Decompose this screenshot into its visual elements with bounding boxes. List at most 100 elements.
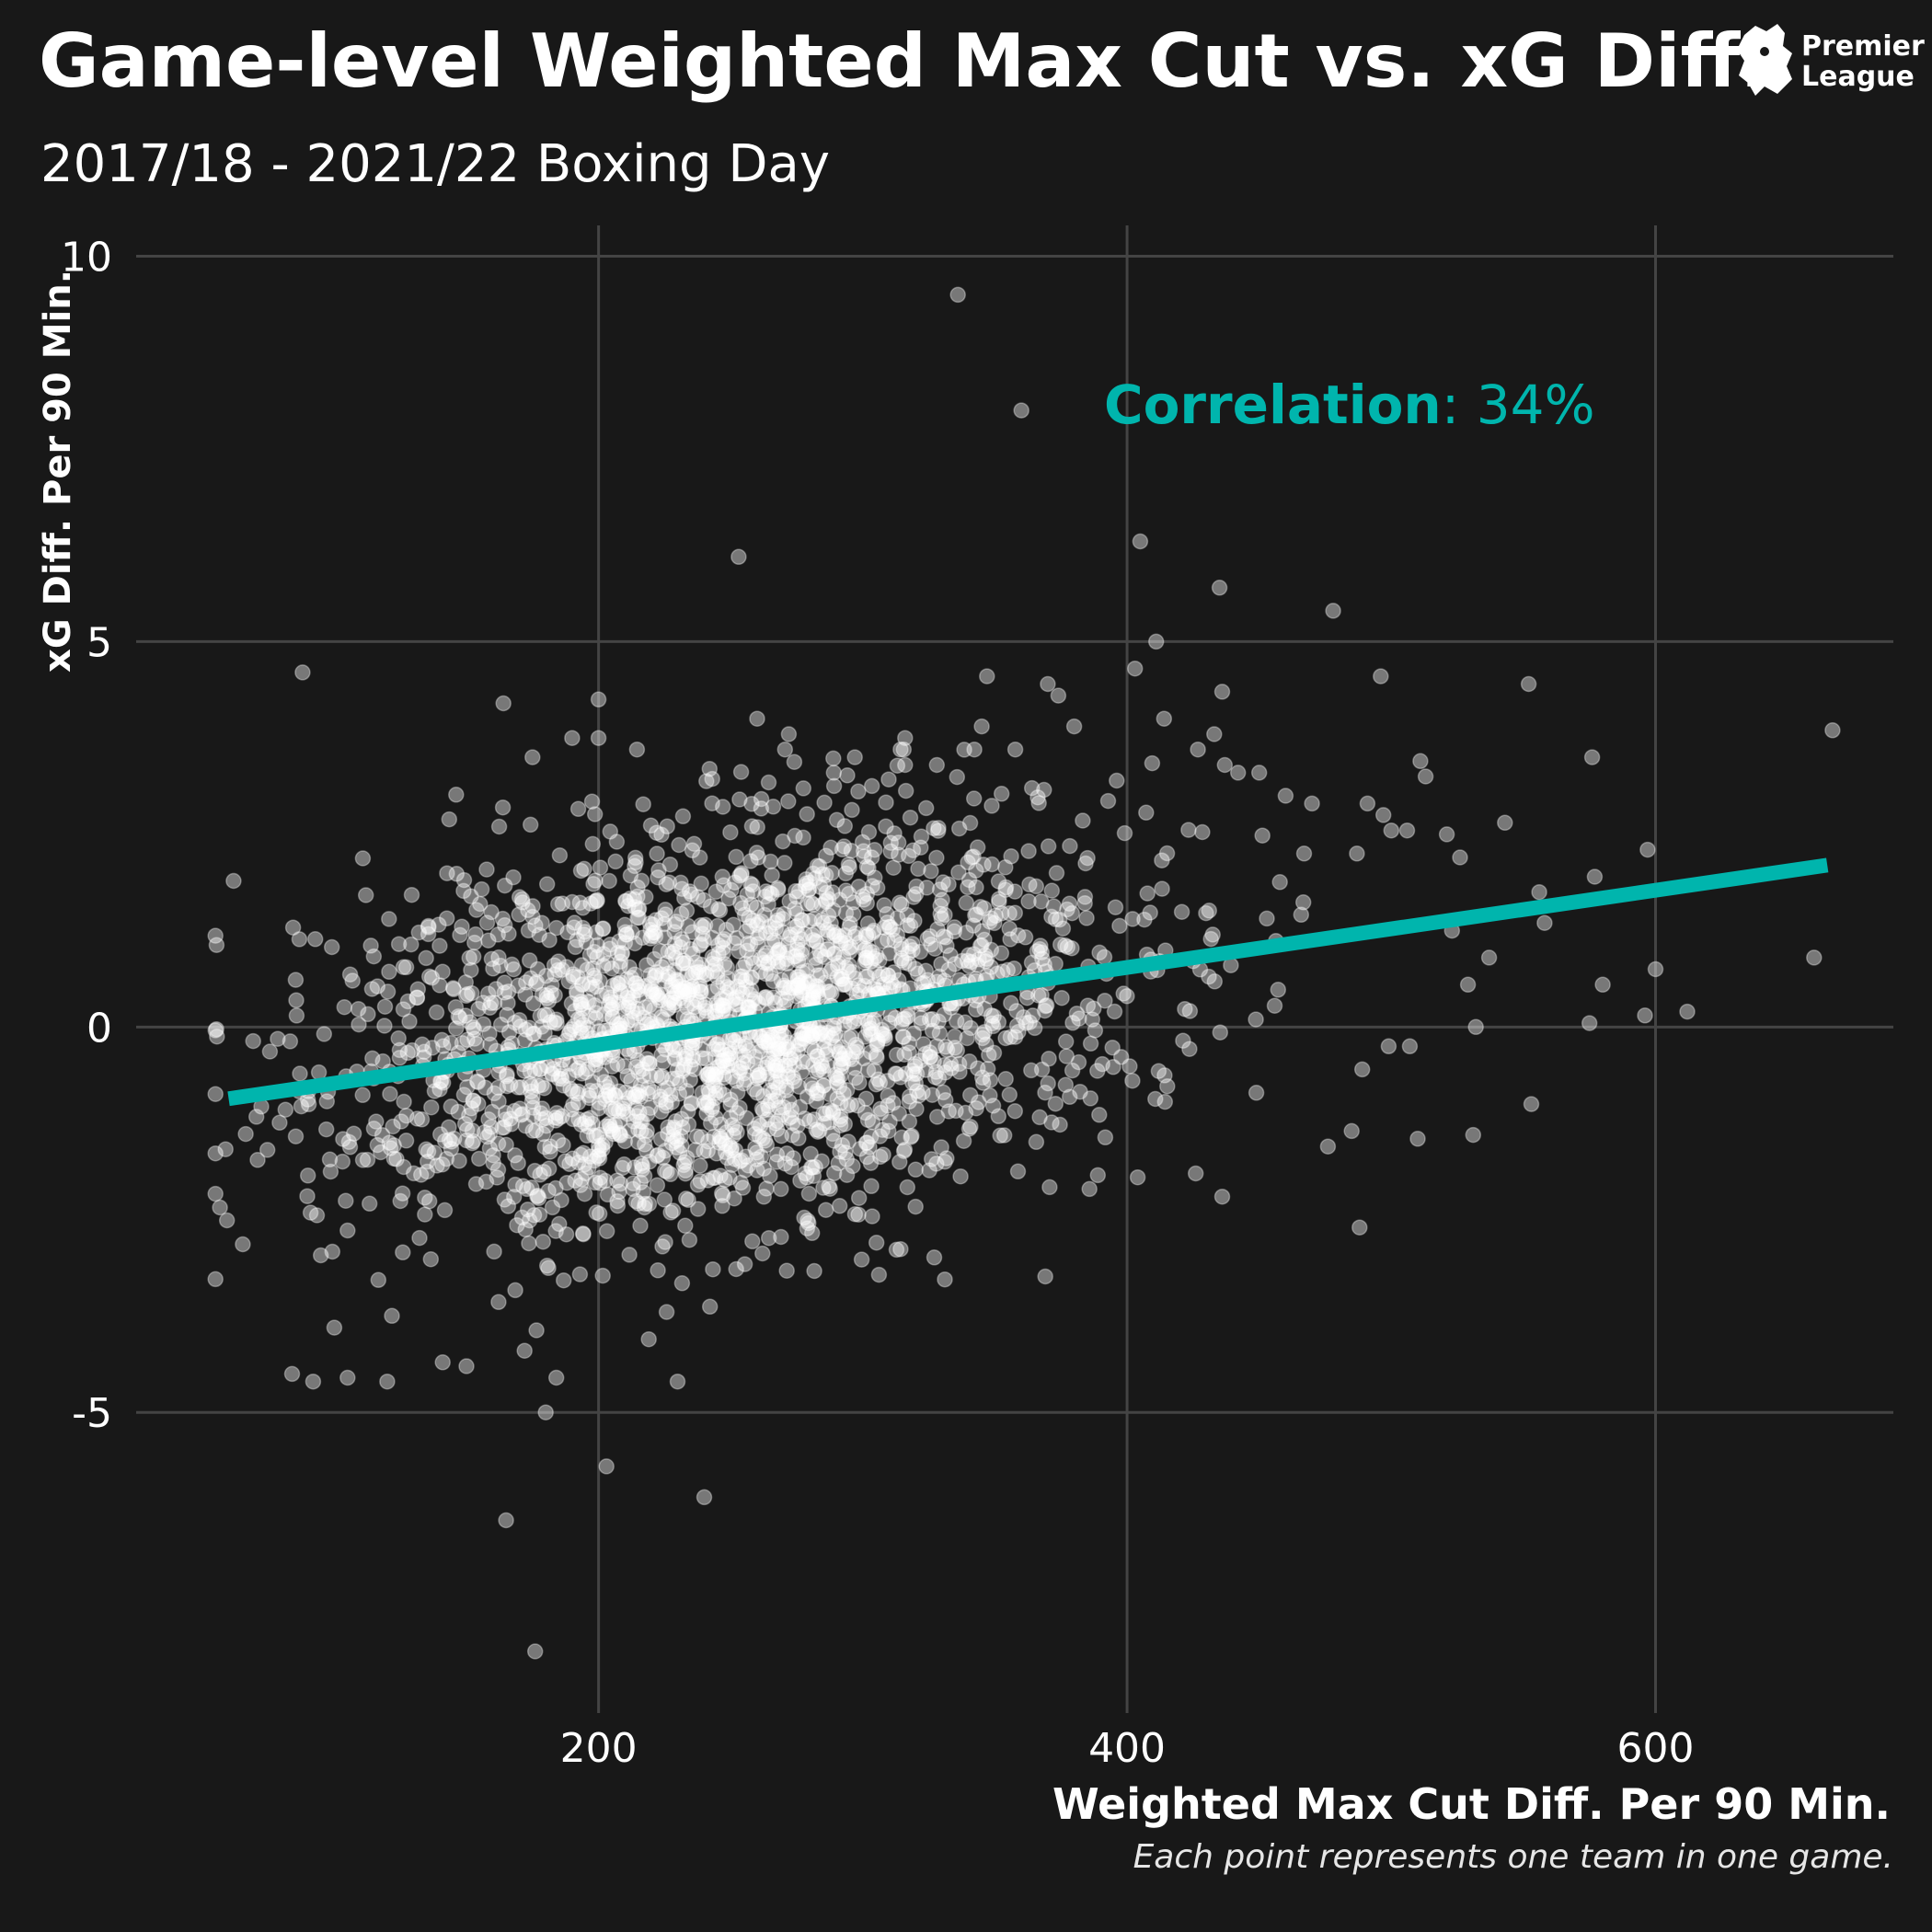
data-point (617, 1084, 635, 1101)
data-point (542, 1138, 558, 1155)
data-point (567, 938, 584, 956)
data-point (691, 977, 708, 994)
data-point (612, 983, 629, 999)
data-point (638, 1122, 655, 1140)
data-point (587, 893, 604, 910)
data-point (494, 1120, 511, 1136)
data-point (846, 749, 863, 765)
data-point (606, 1087, 623, 1103)
data-point (626, 1009, 643, 1027)
data-point (866, 1062, 883, 1079)
data-point (929, 822, 947, 839)
data-point (525, 995, 542, 1012)
data-point (806, 1043, 823, 1060)
data-point (489, 1079, 507, 1096)
data-point (1052, 1116, 1068, 1133)
data-point (744, 883, 762, 900)
data-point (749, 1070, 765, 1087)
data-point (840, 963, 857, 980)
data-point (901, 1113, 918, 1130)
data-point (722, 1109, 739, 1126)
data-point (615, 1058, 633, 1075)
data-point (621, 1247, 638, 1263)
data-point (832, 932, 849, 949)
data-point (674, 1119, 691, 1136)
data-point (532, 1007, 549, 1025)
data-point (762, 1082, 778, 1098)
data-point (782, 926, 799, 943)
data-point (529, 960, 546, 978)
data-point (639, 1054, 656, 1072)
data-point (875, 1146, 891, 1163)
data-point (575, 1017, 592, 1033)
data-point (287, 972, 305, 988)
data-point (1064, 1062, 1081, 1079)
data-point (818, 893, 834, 910)
data-point (997, 859, 1014, 876)
data-point (742, 875, 759, 892)
data-point (960, 1121, 978, 1137)
data-point (669, 985, 685, 1002)
data-point (992, 1127, 1008, 1144)
data-point (478, 861, 495, 878)
data-point (765, 972, 782, 990)
data-point (611, 933, 627, 949)
data-point (776, 1028, 793, 1044)
data-point (538, 876, 556, 892)
data-point (572, 1146, 590, 1164)
data-point (714, 933, 730, 949)
data-point (857, 968, 875, 985)
data-point (810, 1085, 827, 1102)
data-point (657, 906, 674, 923)
data-point (385, 1150, 403, 1167)
data-point (599, 1186, 616, 1203)
data-point (778, 1145, 795, 1162)
data-point (924, 1022, 941, 1040)
data-point (534, 1110, 550, 1128)
data-point (864, 1015, 880, 1031)
data-point (901, 955, 917, 972)
data-point (570, 1060, 587, 1076)
data-point (601, 872, 617, 890)
data-point (832, 1117, 849, 1133)
data-point (616, 934, 634, 951)
data-point (483, 903, 500, 921)
data-point (1021, 876, 1038, 893)
data-point (694, 1041, 711, 1058)
data-point (837, 882, 855, 899)
data-point (401, 1013, 418, 1030)
data-point (790, 968, 808, 985)
data-point (740, 999, 757, 1016)
data-point (761, 1121, 777, 1137)
data-point (697, 1050, 714, 1067)
data-point (633, 872, 650, 890)
y-tick-label: 10 (61, 235, 112, 282)
data-point (621, 959, 638, 976)
data-point (676, 980, 693, 996)
data-point (429, 1157, 445, 1174)
data-point (825, 750, 842, 767)
data-point (317, 1121, 335, 1138)
data-point (529, 1188, 546, 1205)
data-point (653, 1067, 671, 1085)
data-point (1064, 1015, 1081, 1031)
data-point (732, 894, 749, 912)
data-point (711, 902, 729, 919)
data-point (623, 1011, 640, 1029)
data-point (704, 770, 720, 788)
data-point (733, 968, 751, 984)
data-point (417, 1190, 433, 1206)
data-point (790, 1036, 808, 1053)
data-point (652, 1088, 669, 1105)
data-point (1079, 997, 1097, 1014)
data-point (521, 1019, 538, 1037)
data-point (928, 849, 945, 867)
data-point (978, 950, 995, 967)
data-point (420, 1143, 437, 1160)
data-point (714, 1187, 731, 1204)
data-point (592, 859, 609, 876)
data-point (629, 1087, 647, 1104)
data-point (1001, 904, 1018, 922)
data-point (905, 1025, 923, 1041)
data-point (734, 1179, 752, 1196)
